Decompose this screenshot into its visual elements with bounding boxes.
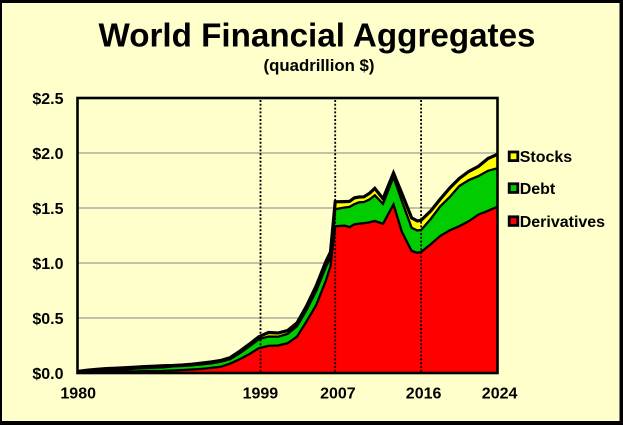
svg-text:1999: 1999 <box>243 385 279 402</box>
svg-text:2016: 2016 <box>406 385 442 402</box>
svg-text:2007: 2007 <box>320 385 356 402</box>
svg-text:$2.0: $2.0 <box>32 146 63 163</box>
svg-text:$1.5: $1.5 <box>32 201 63 218</box>
svg-text:$0.5: $0.5 <box>32 311 63 328</box>
svg-text:Derivatives: Derivatives <box>520 214 605 231</box>
svg-text:Stocks: Stocks <box>520 149 573 166</box>
svg-text:(quadrillion $): (quadrillion $) <box>264 56 375 75</box>
svg-text:$0.0: $0.0 <box>32 366 63 383</box>
svg-text:2024: 2024 <box>482 385 518 402</box>
svg-text:$2.5: $2.5 <box>32 91 63 108</box>
svg-text:$1.0: $1.0 <box>32 256 63 273</box>
svg-text:World Financial Aggregates: World Financial Aggregates <box>98 18 535 55</box>
svg-text:1980: 1980 <box>60 385 96 402</box>
svg-text:Debt: Debt <box>520 181 556 198</box>
